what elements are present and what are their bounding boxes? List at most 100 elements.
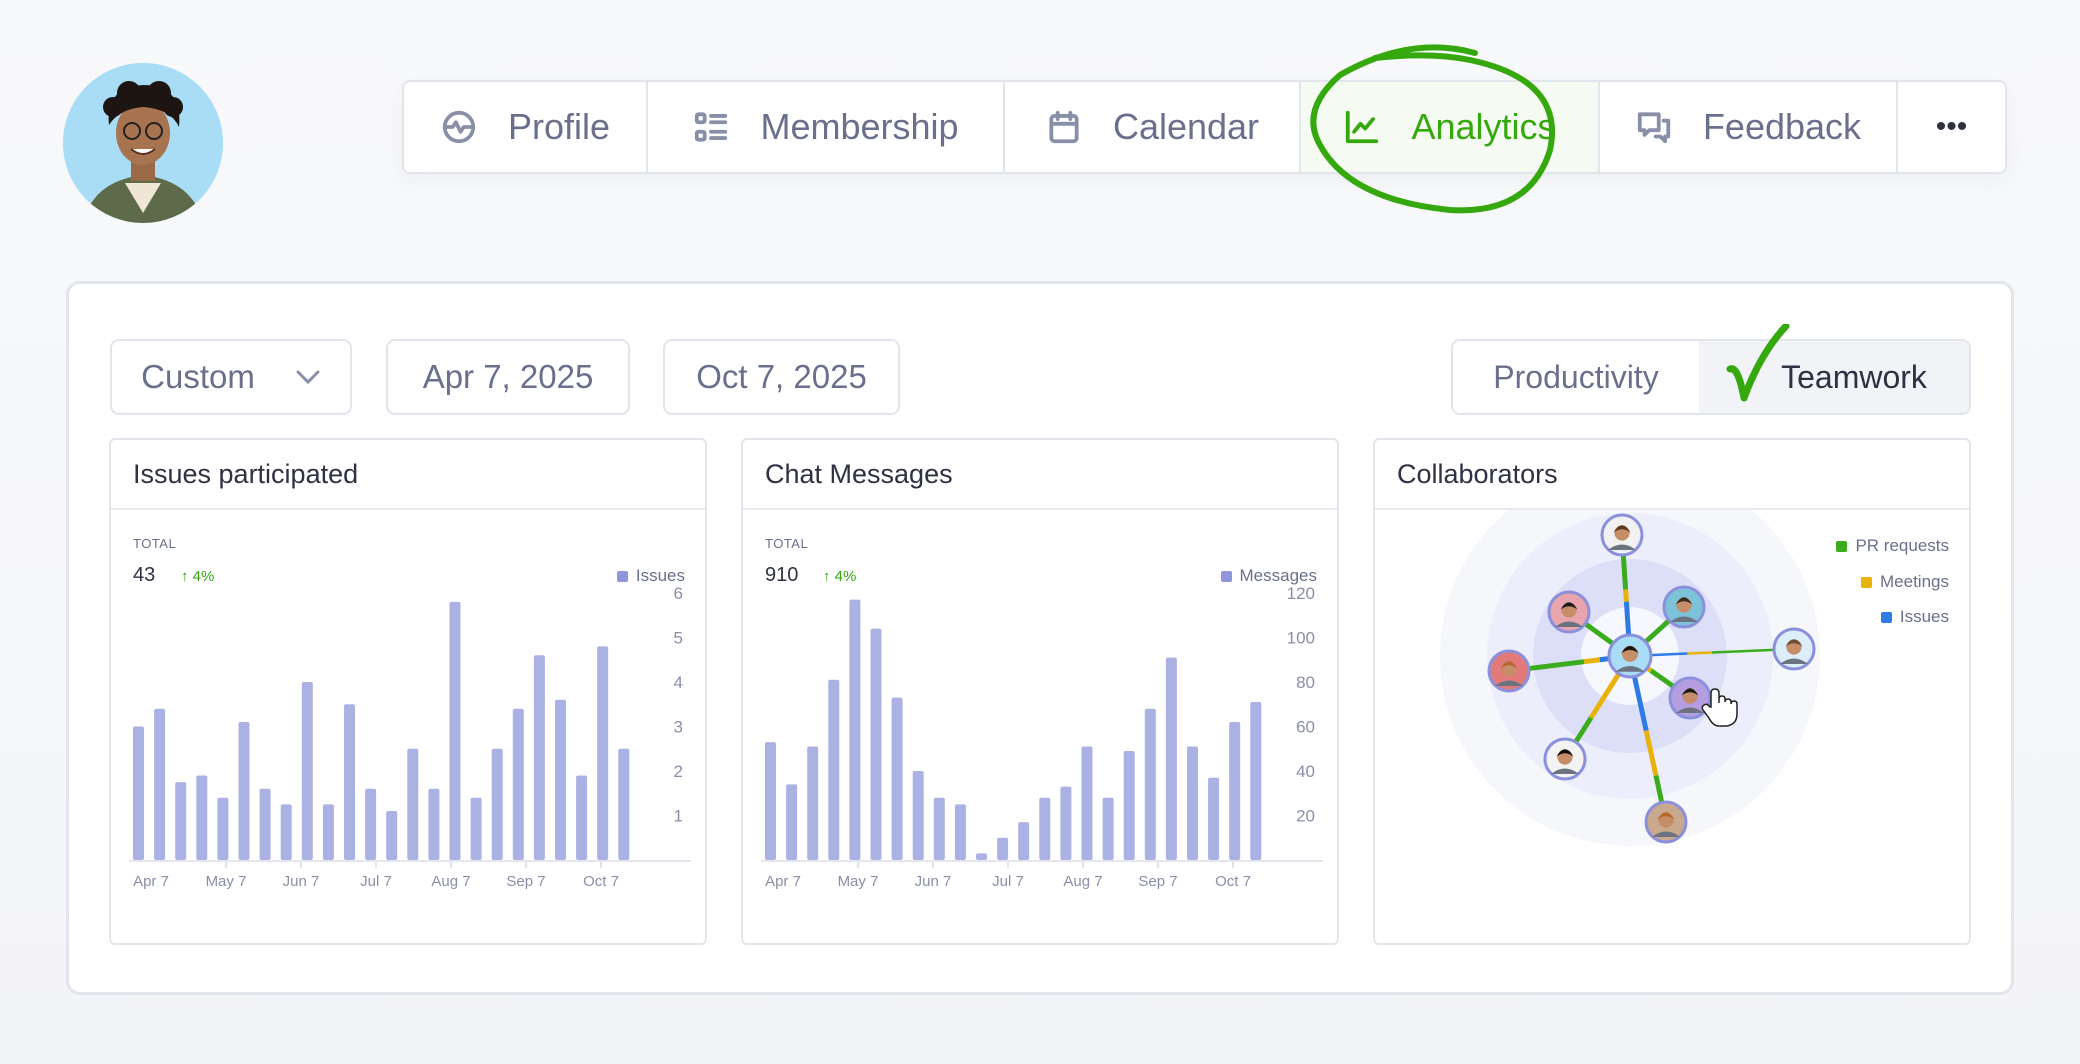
- collaborators-card: Collaborators PR requests Meetings Issue…: [1373, 438, 1971, 945]
- tab-calendar[interactable]: Calendar: [1005, 82, 1301, 172]
- start-date-input[interactable]: Apr 7, 2025: [386, 339, 630, 415]
- avatar-shoulders: [1676, 707, 1704, 713]
- tab-profile[interactable]: Profile: [404, 82, 648, 172]
- end-date-value: Oct 7, 2025: [696, 358, 867, 395]
- x-tick-label: Sep 7: [1138, 873, 1177, 890]
- line-chart-icon: [1346, 110, 1379, 144]
- end-date-input[interactable]: Oct 7, 2025: [663, 339, 900, 415]
- chat-bubbles-icon: [1637, 112, 1671, 144]
- profile-tab-bar: Profile Membership Calendar Analytics Fe…: [402, 80, 2007, 174]
- collaborator-avatar: [1547, 590, 1591, 634]
- legend-label: Issues: [635, 566, 685, 585]
- bar: [259, 788, 271, 860]
- bar: [449, 601, 461, 860]
- more-icon: •••: [1935, 110, 1968, 143]
- checkmark-annotation: [1726, 324, 1790, 402]
- avatar-hair: [1556, 749, 1574, 757]
- y-tick-label: 120: [1287, 584, 1315, 603]
- center-user-avatar: [1607, 633, 1653, 679]
- start-date-value: Apr 7, 2025: [422, 358, 594, 395]
- bar: [301, 682, 313, 860]
- bar: [849, 599, 861, 860]
- bar: [512, 708, 524, 860]
- issues-card: Issues participated TOTAL 43 ↑ 4% Issues…: [109, 438, 707, 945]
- collaborator-avatar: [1668, 676, 1712, 720]
- more-button[interactable]: •••: [1898, 82, 2005, 172]
- avatar-hair: [1785, 639, 1803, 647]
- avatar-shoulders: [1495, 680, 1523, 686]
- y-tick-label: 100: [1287, 629, 1315, 648]
- toggle-productivity[interactable]: Productivity: [1453, 341, 1699, 413]
- bar: [1060, 786, 1072, 860]
- tab-membership[interactable]: Membership: [648, 82, 1005, 172]
- bar: [997, 837, 1009, 860]
- x-tick-label: Aug 7: [1063, 873, 1102, 890]
- total-value: 910: [765, 564, 799, 586]
- activity-icon: [442, 110, 476, 144]
- bar: [533, 655, 545, 860]
- view-toggle: Productivity Teamwork: [1451, 339, 1971, 415]
- bar: [470, 797, 482, 860]
- legend-swatch: [1880, 611, 1892, 623]
- bar: [933, 797, 945, 860]
- bar: [1229, 722, 1241, 860]
- legend-swatch: [616, 570, 628, 582]
- legend-label: Issues: [1899, 607, 1949, 626]
- messages-bar-chart: 20 40 60 80 100 120 Apr 7 May 7 Jun 7 Jul 7 Aug 7 S…: [761, 584, 1323, 890]
- bar: [597, 646, 609, 860]
- avatar-photo: [63, 63, 223, 223]
- bar: [280, 804, 292, 860]
- bar: [154, 708, 166, 860]
- arrow-up-icon: ↑: [823, 568, 835, 585]
- x-tick-label: Oct 7: [583, 873, 619, 890]
- bar: [976, 853, 987, 860]
- tab-feedback[interactable]: Feedback: [1600, 82, 1898, 172]
- bar: [1187, 746, 1198, 860]
- card-title: Chat Messages: [743, 440, 1337, 510]
- legend-swatch: [1861, 576, 1873, 588]
- avatar-shoulders: [1670, 616, 1698, 622]
- connection-line: [1583, 657, 1601, 665]
- range-select[interactable]: Custom: [110, 339, 352, 415]
- chart-legend: Issues: [616, 566, 685, 586]
- x-tick-label: Apr 7: [765, 873, 801, 890]
- legend-swatch: [1836, 540, 1848, 552]
- delta-value: 4%: [834, 568, 857, 585]
- y-tick-label: 1: [674, 807, 683, 826]
- total-label: TOTAL: [765, 536, 809, 551]
- avatar-hair: [1613, 525, 1631, 533]
- tab-label: Profile: [507, 106, 611, 147]
- bar: [786, 784, 798, 860]
- bar: [1018, 822, 1030, 860]
- x-tick-label: Jun 7: [283, 873, 320, 890]
- y-tick-label: 6: [674, 584, 683, 603]
- collaborator-avatar: [1600, 513, 1644, 557]
- tab-label: Calendar: [1112, 106, 1260, 147]
- bar: [428, 788, 440, 860]
- avatar-hair: [1681, 688, 1699, 696]
- bar: [618, 748, 630, 860]
- user-avatar[interactable]: [63, 63, 223, 223]
- bar: [576, 775, 588, 860]
- arrow-up-icon: ↑: [181, 568, 193, 585]
- y-tick-label: 2: [674, 762, 683, 781]
- avatar-shoulders: [1551, 768, 1579, 774]
- collaborator-avatar: [1543, 737, 1587, 781]
- avatar-hair: [1621, 645, 1639, 654]
- connection-line: [1643, 730, 1659, 777]
- bar: [365, 788, 377, 860]
- messages-card: Chat Messages TOTAL 910 ↑ 4% Messages 20…: [741, 438, 1339, 945]
- avatar-shoulders: [1608, 544, 1636, 550]
- hand-cursor-icon: [1701, 688, 1738, 727]
- y-tick-label: 60: [1296, 718, 1315, 737]
- bar: [954, 804, 966, 860]
- bar: [1144, 708, 1156, 860]
- chart-legend: Messages: [1220, 566, 1317, 586]
- bar: [555, 699, 566, 860]
- y-tick-label: 5: [674, 629, 683, 648]
- y-tick-label: 20: [1296, 807, 1315, 826]
- chevron-down-icon: [296, 370, 320, 385]
- bar: [765, 742, 776, 860]
- x-tick-label: Oct 7: [1215, 873, 1251, 890]
- y-tick-label: 40: [1296, 762, 1315, 781]
